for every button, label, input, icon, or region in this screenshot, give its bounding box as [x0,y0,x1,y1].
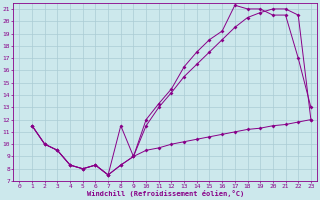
X-axis label: Windchill (Refroidissement éolien,°C): Windchill (Refroidissement éolien,°C) [86,190,244,197]
